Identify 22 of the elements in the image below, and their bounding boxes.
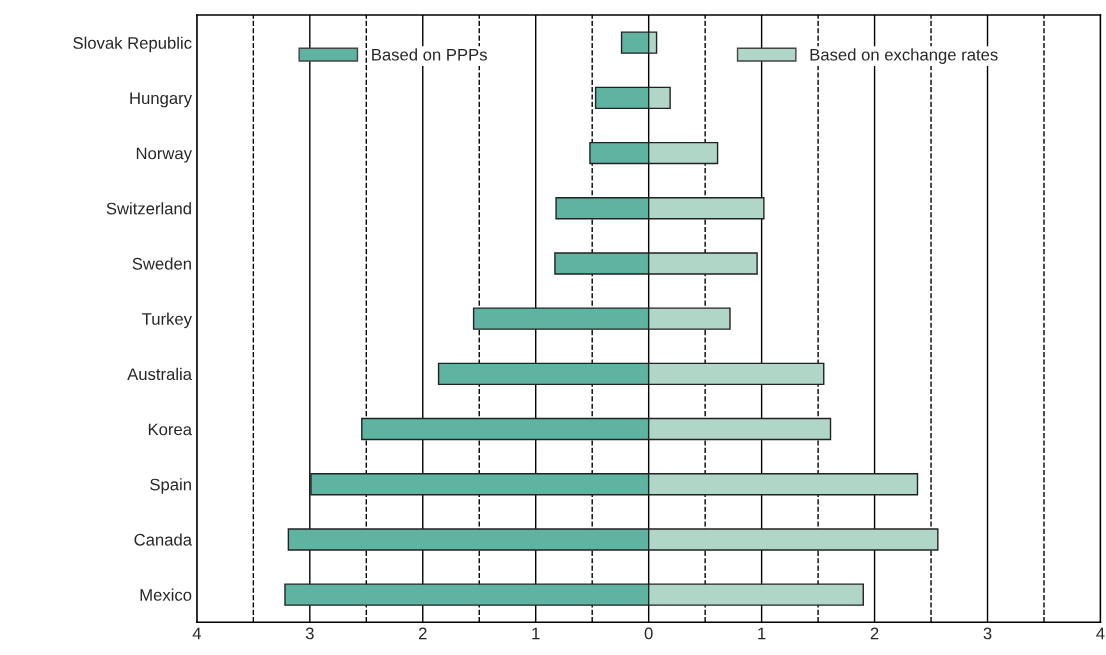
- x-tick-label: 3: [983, 627, 992, 640]
- x-tick-label: 1: [532, 627, 540, 640]
- y-tick-label: Norway: [136, 147, 192, 163]
- y-tick-label: Canada: [134, 533, 193, 546]
- y-tick-label: Switzerland: [106, 202, 191, 215]
- y-tick-label: Australia: [127, 367, 193, 381]
- x-tick-label: 1: [758, 627, 766, 640]
- x-tick-label: 4: [1096, 627, 1105, 640]
- y-tick-label: Sweden: [132, 257, 191, 270]
- y-tick-label: Hungary: [130, 92, 192, 108]
- x-tick-label: 2: [418, 627, 427, 640]
- y-tick-label: Spain: [150, 478, 191, 494]
- legend-label: Based on PPPs: [372, 48, 487, 61]
- x-tick-label: 3: [305, 627, 314, 640]
- x-tick-label: 4: [192, 627, 202, 640]
- x-tick-label: 2: [870, 627, 879, 640]
- y-tick-label: Mexico: [140, 588, 192, 601]
- y-tick-label: Slovak Republic: [73, 36, 192, 53]
- y-tick-label: Turkey: [142, 312, 192, 329]
- x-tick-label: 0: [644, 627, 653, 640]
- y-tick-label: Korea: [148, 423, 193, 436]
- legend-label: Based on exchange rates: [810, 48, 998, 64]
